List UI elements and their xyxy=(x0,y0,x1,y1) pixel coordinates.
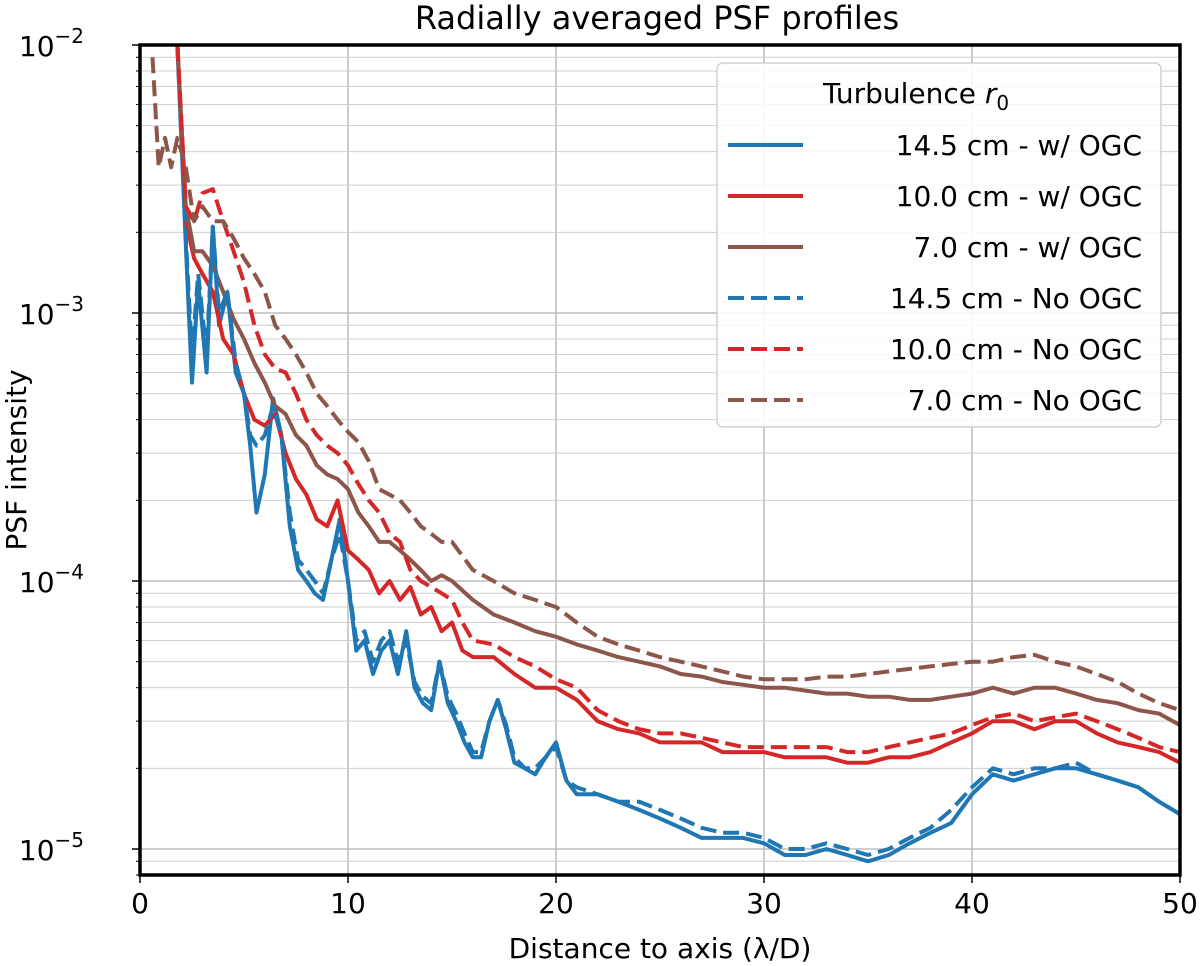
y-tick-label: 10−5 xyxy=(19,828,84,867)
legend-title-subscript: 0 xyxy=(996,91,1009,115)
legend-box xyxy=(716,62,1162,428)
y-axis-ticks: 10−2 10−3 10−4 10−5 xyxy=(19,24,140,876)
x-tick-label: 30 xyxy=(746,887,782,920)
x-tick-label: 10 xyxy=(330,887,366,920)
plot-frame xyxy=(138,43,1182,877)
legend-title-text: Turbulence xyxy=(822,77,985,110)
x-axis-ticks: 0 10 20 30 40 50 xyxy=(131,875,1198,920)
legend-title: Turbulence r0 xyxy=(822,77,1009,115)
x-tick-label: 40 xyxy=(954,887,990,920)
y-tick-label: 10−2 xyxy=(19,24,84,63)
y-tick-label: 10−4 xyxy=(19,560,84,599)
y-axis-label: PSF intensity xyxy=(0,369,33,550)
series-line-3 xyxy=(175,45,1180,727)
legend-entries: 14.5 cm - w/ OGC 10.0 cm - w/ OGC 7.0 cm -… xyxy=(728,129,1142,417)
series-line-2 xyxy=(175,45,1180,765)
x-tick-label: 50 xyxy=(1162,887,1198,920)
legend-label: 10.0 cm - No OGC xyxy=(890,333,1142,366)
series-line-4 xyxy=(175,45,1180,857)
y-tick-label: 10−3 xyxy=(19,292,84,331)
series-line-5 xyxy=(175,45,1180,755)
legend-title-symbol: r xyxy=(985,77,998,110)
legend: Turbulence r0 14.5 cm - w/ OGC 10.0 cm - … xyxy=(716,62,1162,428)
x-tick-label: 20 xyxy=(538,887,574,920)
x-axis-label: Distance to axis (λ/D) xyxy=(509,932,812,965)
chart-title: Radially averaged PSF profiles xyxy=(415,0,899,37)
legend-label: 14.5 cm - No OGC xyxy=(890,282,1142,315)
series-layer xyxy=(150,45,1180,864)
series-line-6 xyxy=(150,57,1180,712)
legend-label: 10.0 cm - w/ OGC xyxy=(896,180,1142,213)
legend-label: 7.0 cm - w/ OGC xyxy=(913,231,1142,264)
x-tick-label: 0 xyxy=(131,887,149,920)
legend-label: 7.0 cm - No OGC xyxy=(908,384,1142,417)
legend-label: 14.5 cm - w/ OGC xyxy=(896,129,1142,162)
